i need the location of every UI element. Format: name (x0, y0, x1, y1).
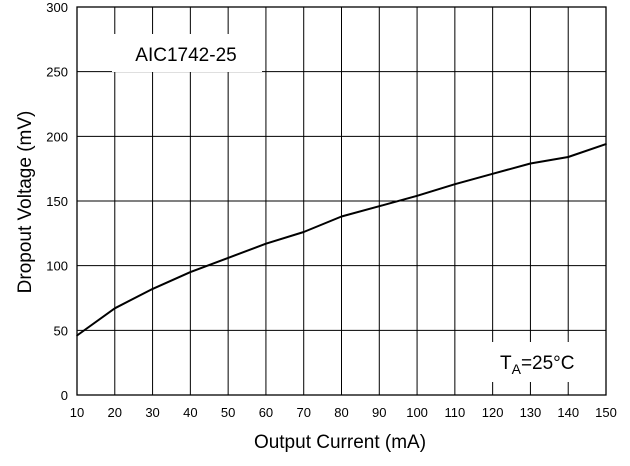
temperature-annotation: TA=25°C (491, 342, 601, 382)
x-tick-label: 110 (444, 405, 465, 420)
device-label-box (112, 34, 262, 72)
data-point (529, 162, 532, 165)
x-tick-label: 20 (108, 405, 122, 420)
data-point (151, 288, 154, 290)
x-tick-label: 50 (221, 405, 235, 420)
y-axis-title: Dropout Voltage (mV) (15, 111, 36, 294)
temp-prefix: T (500, 353, 512, 374)
y-tick-label: 300 (46, 0, 68, 15)
x-tick-label: 40 (183, 405, 197, 420)
data-point (189, 271, 192, 273)
x-tick-label: 70 (296, 405, 310, 420)
x-tick-label: 90 (372, 405, 386, 420)
data-point (416, 195, 418, 197)
data-point (302, 231, 305, 233)
y-tick-label: 200 (46, 129, 68, 144)
x-tick-label: 150 (595, 405, 617, 420)
y-tick-label: 50 (54, 323, 68, 338)
data-point (227, 257, 229, 259)
x-tick-label: 120 (482, 405, 504, 420)
series-layer (76, 143, 607, 337)
temp-subscript: A (512, 361, 522, 377)
tick-labels: 10 20 30 40 50 60 70 80 90 100 110 120 130 140 150 0 50 1… (46, 0, 617, 420)
data-point (113, 307, 116, 310)
device-label: AIC1742-25 (135, 45, 236, 66)
data-point (340, 215, 343, 218)
x-tick-label: 100 (406, 405, 428, 420)
temperature-box (491, 342, 601, 382)
device-label-annotation: AIC1742-25 (112, 34, 262, 72)
x-tick-label: 140 (557, 405, 579, 420)
x-tick-label: 60 (259, 405, 273, 420)
y-tick-label: 150 (46, 194, 68, 209)
data-point (567, 156, 570, 158)
data-point (491, 173, 494, 175)
x-tick-label: 30 (145, 405, 159, 420)
x-tick-label: 80 (334, 405, 348, 420)
plot-frame (76, 6, 607, 396)
data-point (454, 183, 456, 185)
y-tick-label: 100 (46, 259, 68, 274)
x-axis-title: Output Current (mA) (254, 432, 426, 453)
y-tick-label: 250 (46, 65, 68, 80)
y-tick-label: 0 (61, 388, 68, 403)
x-tick-label: 10 (70, 405, 84, 420)
x-tick-label: 130 (520, 405, 542, 420)
temp-suffix: =25°C (521, 353, 575, 374)
data-point (378, 205, 381, 207)
data-point (265, 242, 267, 245)
temperature-label: TA=25°C (500, 353, 575, 377)
